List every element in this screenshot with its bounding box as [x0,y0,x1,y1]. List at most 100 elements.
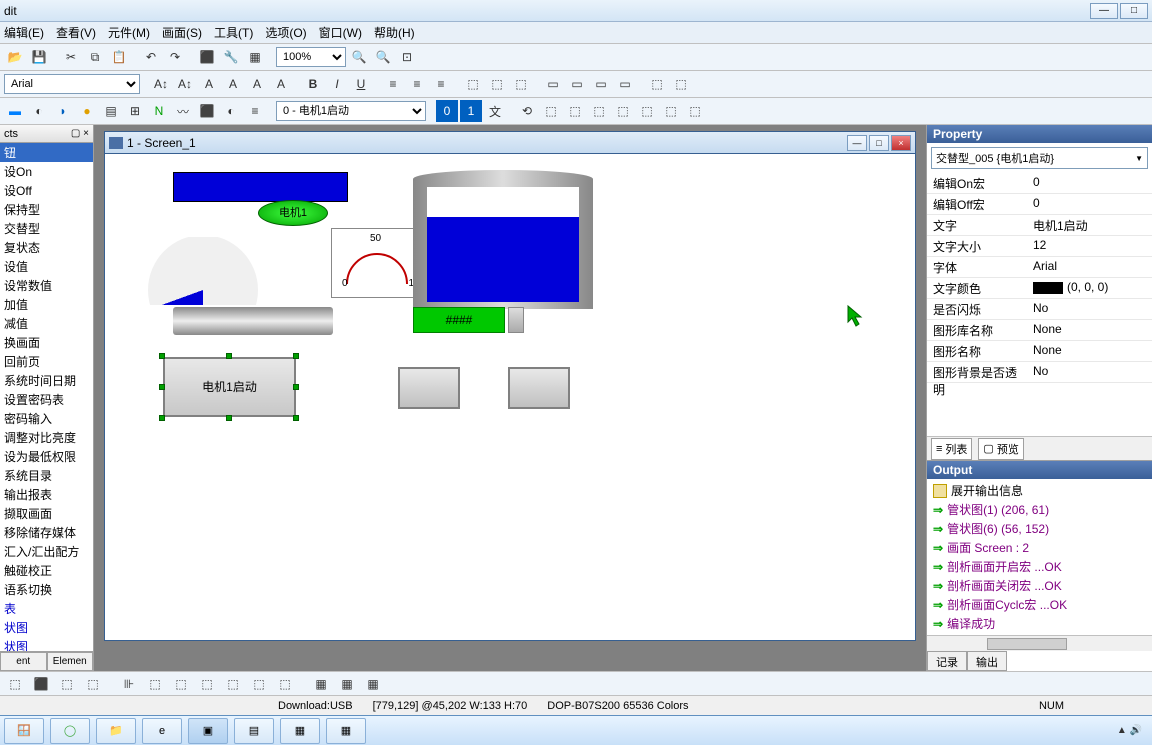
tree-item[interactable]: 交替型 [0,219,93,238]
tool-icon[interactable]: ⬚ [588,100,610,122]
shape-icon[interactable]: ◐ [220,100,242,122]
menu-element[interactable]: 元件(M) [108,24,150,41]
zoom-dropdown[interactable]: 100% [276,47,346,67]
menu-options[interactable]: 选项(O) [265,24,306,41]
menu-tools[interactable]: 工具(T) [214,24,253,41]
italic-icon[interactable]: I [326,73,348,95]
arrange-icon[interactable]: ▭ [542,73,564,95]
open-icon[interactable]: 📂 [4,46,26,68]
tree-item[interactable]: 密码输入 [0,409,93,428]
tool-icon[interactable]: 🔧 [220,46,242,68]
tree-item[interactable]: 状图 [0,637,93,651]
taskbar-button[interactable]: 📁 [96,718,136,744]
menu-edit[interactable]: 编辑(E) [4,24,44,41]
tree-item[interactable]: 设置密码表 [0,390,93,409]
font-icon[interactable]: A [270,73,292,95]
shape-tank[interactable] [413,162,593,317]
underline-icon[interactable]: U [350,73,372,95]
element-tree[interactable]: 钮 设On设Off保持型交替型复状态设值设常数值加值减值换画面回前页系统时间日期… [0,143,93,651]
mdi-close-button[interactable]: × [891,135,911,151]
property-row[interactable]: 文字颜色(0, 0, 0) [927,278,1152,299]
taskbar-button[interactable]: 🪟 [4,718,44,744]
shape-icon[interactable]: ◐ [28,100,50,122]
menu-help[interactable]: 帮助(H) [374,24,415,41]
taskbar-button[interactable]: ▦ [280,718,320,744]
mdi-titlebar[interactable]: 1 - Screen_1 — □ × [105,132,915,154]
tree-item[interactable]: 复状态 [0,238,93,257]
tool-icon[interactable]: ⬚ [540,100,562,122]
align-icon[interactable]: ⬚ [196,673,218,695]
property-row[interactable]: 文字电机1启动 [927,215,1152,236]
shape-icon[interactable]: N [148,100,170,122]
align-icon[interactable]: ⬛ [30,673,52,695]
align-icon[interactable]: ⊪ [118,673,140,695]
shape-rect-icon[interactable]: ▬ [4,100,26,122]
left-tab[interactable]: Elemen [47,652,94,671]
tree-item[interactable]: 调整对比亮度 [0,428,93,447]
tree-item[interactable]: 减值 [0,314,93,333]
font-icon[interactable]: A [198,73,220,95]
property-row[interactable]: 图形库名称None [927,320,1152,341]
tree-item[interactable]: 设常数值 [0,276,93,295]
lang-icon[interactable]: 0 [436,100,458,122]
redo-icon[interactable]: ↷ [164,46,186,68]
tree-item[interactable]: 换画面 [0,333,93,352]
undo-icon[interactable]: ↶ [140,46,162,68]
tool-icon[interactable]: ⬚ [660,100,682,122]
output-scrollbar[interactable] [927,635,1152,651]
lang-icon[interactable]: 1 [460,100,482,122]
tree-item[interactable]: 设On [0,162,93,181]
font-icon[interactable]: A↕ [150,73,172,95]
tool-icon[interactable]: ⟲ [516,100,538,122]
maximize-button[interactable]: □ [1120,3,1148,19]
arrange-icon[interactable]: ▭ [614,73,636,95]
align-icon[interactable]: ≡ [382,73,404,95]
tree-item[interactable]: 表 [0,599,93,618]
menu-view[interactable]: 查看(V) [56,24,96,41]
tree-item[interactable]: 移除储存媒体 [0,523,93,542]
shape-numeric[interactable]: #### [413,307,505,333]
tool-icon[interactable]: ▦ [244,46,266,68]
tree-item[interactable]: 汇入/汇出配方 [0,542,93,561]
align-icon[interactable]: ▦ [362,673,384,695]
tree-item[interactable]: 输出报表 [0,485,93,504]
align-icon[interactable]: ⬚ [222,673,244,695]
tree-item[interactable]: 系统时间日期 [0,371,93,390]
minimize-button[interactable]: — [1090,3,1118,19]
shape-cylinder[interactable] [173,307,333,335]
arrange-icon[interactable]: ⬚ [510,73,532,95]
cut-icon[interactable]: ✂ [60,46,82,68]
tree-item[interactable]: 设为最低权限 [0,447,93,466]
zoom-fit-icon[interactable]: ⊡ [396,46,418,68]
zoom-out-icon[interactable]: 🔍 [372,46,394,68]
menu-screen[interactable]: 画面(S) [162,24,202,41]
taskbar-button[interactable]: e [142,718,182,744]
system-tray[interactable]: ▲ 🔊 [1111,725,1148,736]
shape-gauge[interactable]: 50 0 1 [331,228,421,298]
selected-button[interactable]: 电机1启动 [163,357,296,417]
zoom-in-icon[interactable]: 🔍 [348,46,370,68]
align-icon[interactable]: ≡ [406,73,428,95]
tree-item[interactable]: 状图 [0,618,93,637]
shape-oval[interactable]: 电机1 [258,200,328,226]
panel-pin-icon[interactable]: ▢ × [71,128,89,139]
output-log[interactable]: 展开输出信息 ⇒管状图(1) (206, 61)⇒管状图(6) (56, 152… [927,479,1152,635]
taskbar-button[interactable]: ▣ [188,718,228,744]
arrange-icon[interactable]: ▭ [566,73,588,95]
taskbar-button[interactable]: ▦ [326,718,366,744]
property-row[interactable]: 字体Arial [927,257,1152,278]
property-row[interactable]: 编辑Off宏0 [927,194,1152,215]
mdi-maximize-button[interactable]: □ [869,135,889,151]
tree-item[interactable]: 语系切换 [0,580,93,599]
arrange-icon[interactable]: ▭ [590,73,612,95]
tree-item[interactable]: 设值 [0,257,93,276]
property-row[interactable]: 编辑On宏0 [927,173,1152,194]
tree-item[interactable]: 加值 [0,295,93,314]
font-icon[interactable]: A↕ [174,73,196,95]
shape-icon[interactable]: ≡ [244,100,266,122]
paste-icon[interactable]: 📋 [108,46,130,68]
shape-icon[interactable]: ⊞ [124,100,146,122]
font-icon[interactable]: A [222,73,244,95]
property-grid[interactable]: 编辑On宏0编辑Off宏0文字电机1启动文字大小12字体Arial文字颜色(0,… [927,173,1152,436]
align-icon[interactable]: ⬚ [170,673,192,695]
